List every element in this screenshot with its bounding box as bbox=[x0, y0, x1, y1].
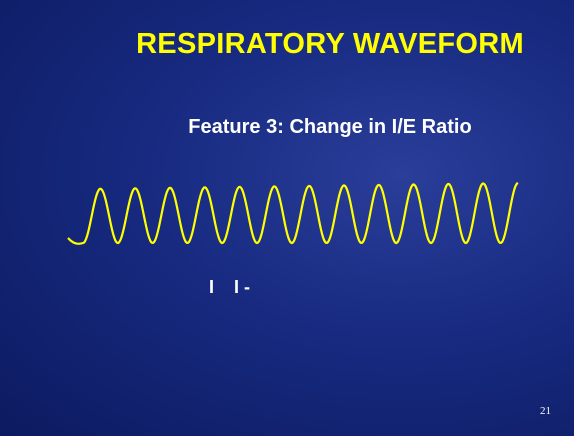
waveform bbox=[67, 182, 519, 245]
label: I bbox=[209, 277, 215, 297]
label: I - bbox=[234, 277, 250, 297]
page-number: 21 bbox=[540, 405, 551, 417]
slide-subtitle: Feature 3: Change in I/E Ratio bbox=[188, 116, 472, 138]
slide-title: RESPIRATORY WAVEFORM bbox=[136, 28, 524, 60]
